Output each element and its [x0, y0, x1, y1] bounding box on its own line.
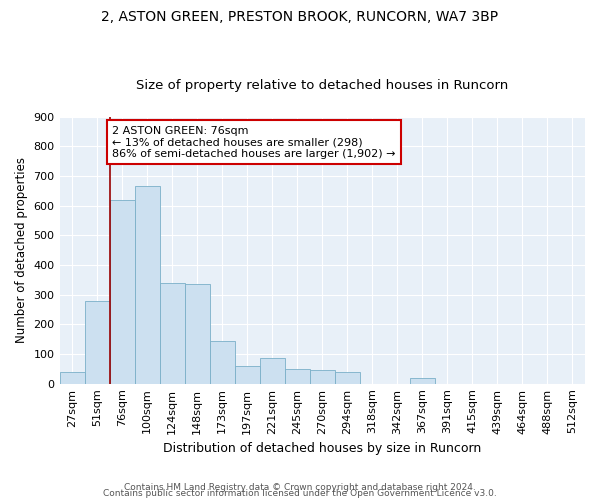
- Bar: [235, 366, 260, 384]
- Bar: [110, 200, 134, 384]
- Y-axis label: Number of detached properties: Number of detached properties: [15, 157, 28, 343]
- Bar: [410, 378, 435, 384]
- Bar: [185, 284, 209, 384]
- Bar: [134, 186, 160, 384]
- Bar: [85, 300, 110, 384]
- Bar: [285, 369, 310, 384]
- Bar: [209, 340, 235, 384]
- Bar: [335, 372, 360, 384]
- Text: Contains public sector information licensed under the Open Government Licence v3: Contains public sector information licen…: [103, 490, 497, 498]
- Bar: [260, 358, 285, 384]
- Text: Contains HM Land Registry data © Crown copyright and database right 2024.: Contains HM Land Registry data © Crown c…: [124, 484, 476, 492]
- X-axis label: Distribution of detached houses by size in Runcorn: Distribution of detached houses by size …: [163, 442, 481, 455]
- Bar: [310, 370, 335, 384]
- Text: 2, ASTON GREEN, PRESTON BROOK, RUNCORN, WA7 3BP: 2, ASTON GREEN, PRESTON BROOK, RUNCORN, …: [101, 10, 499, 24]
- Bar: [59, 372, 85, 384]
- Title: Size of property relative to detached houses in Runcorn: Size of property relative to detached ho…: [136, 79, 508, 92]
- Bar: [160, 283, 185, 384]
- Text: 2 ASTON GREEN: 76sqm
← 13% of detached houses are smaller (298)
86% of semi-deta: 2 ASTON GREEN: 76sqm ← 13% of detached h…: [112, 126, 395, 159]
